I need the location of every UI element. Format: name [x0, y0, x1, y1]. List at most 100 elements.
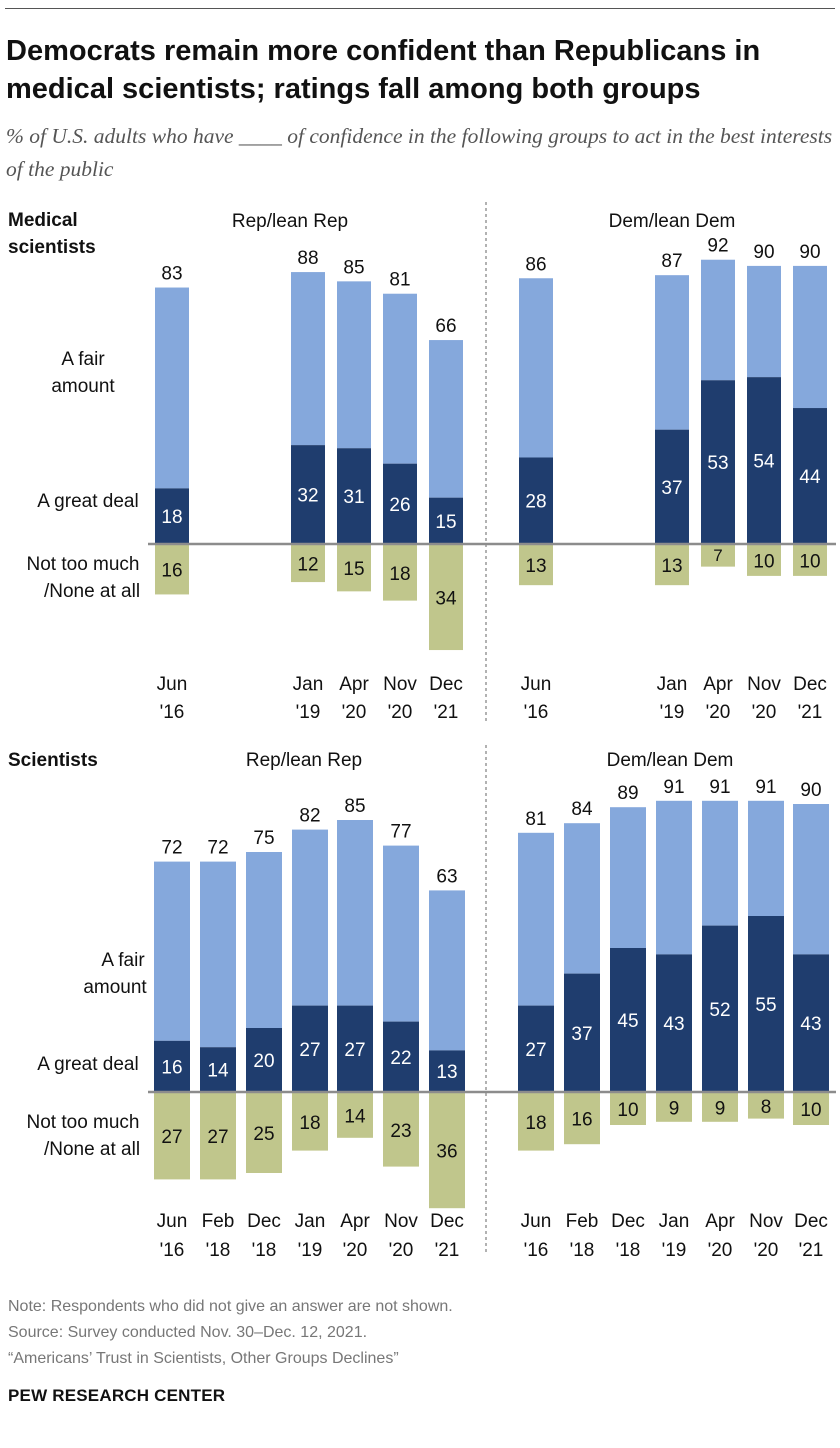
total-label: 72: [207, 838, 228, 859]
x-tick-label: '21: [799, 1240, 824, 1261]
total-label: 87: [661, 251, 682, 272]
great-deal-label: 26: [389, 495, 410, 516]
bar-great-deal: [291, 445, 325, 544]
bar-great-deal: [383, 1021, 419, 1092]
x-tick-label: '21: [798, 702, 823, 723]
not-too-much-label: 13: [525, 556, 546, 577]
x-tick-label: Feb: [566, 1211, 599, 1232]
bar-fair-amount: [337, 281, 371, 449]
not-too-much-label: 9: [715, 1098, 726, 1119]
bar-fair-amount: [701, 259, 735, 381]
chart-title: Democrats remain more confident than Rep…: [6, 35, 761, 105]
x-tick-label: Apr: [703, 674, 733, 695]
bar-great-deal: [383, 463, 417, 544]
bar-great-deal: [701, 380, 735, 544]
bar-not-too-much: [246, 1093, 282, 1173]
great-deal-label: 44: [799, 467, 821, 488]
total-label: 81: [525, 809, 546, 830]
bar-not-too-much: [200, 1093, 236, 1180]
not-too-much-label: 12: [297, 555, 318, 576]
x-tick-label: Jun: [157, 1211, 188, 1232]
not-too-much-label: 15: [343, 559, 364, 580]
category-label-not-too-much: /None at all: [44, 581, 140, 602]
x-tick-label: Jun: [157, 674, 188, 695]
bar-fair-amount: [564, 823, 600, 974]
bar-not-too-much: [748, 1093, 784, 1119]
category-label-fair-amount: A fair: [61, 349, 105, 370]
not-too-much-label: 14: [344, 1106, 366, 1127]
report-text: “Americans’ Trust in Scientists, Other G…: [8, 1350, 399, 1367]
x-tick-label: '19: [660, 702, 685, 723]
total-label: 75: [253, 828, 274, 849]
great-deal-label: 43: [800, 1014, 821, 1035]
bar-not-too-much: [564, 1093, 600, 1145]
not-too-much-label: 36: [436, 1142, 457, 1163]
category-label-not-too-much: /None at all: [44, 1139, 140, 1160]
bar-great-deal: [564, 973, 600, 1092]
total-label: 91: [709, 777, 730, 798]
x-tick-label: Feb: [202, 1211, 235, 1232]
bar-great-deal: [200, 1047, 236, 1092]
total-label: 72: [161, 838, 182, 859]
bar-great-deal: [610, 948, 646, 1092]
bar-great-deal: [337, 1005, 373, 1092]
category-label-fair-amount: A fair: [101, 950, 145, 971]
bar-fair-amount: [793, 804, 829, 955]
great-deal-label: 45: [617, 1011, 638, 1032]
x-tick-label: '18: [252, 1240, 277, 1261]
not-too-much-label: 13: [661, 556, 682, 577]
bar-great-deal: [154, 1040, 190, 1092]
not-too-much-label: 10: [753, 551, 774, 572]
great-deal-label: 27: [525, 1040, 546, 1061]
great-deal-label: 13: [436, 1062, 457, 1083]
great-deal-label: 18: [161, 507, 182, 528]
great-deal-label: 54: [753, 452, 775, 473]
category-label-fair-amount: amount: [83, 977, 147, 998]
x-tick-label: Dec: [430, 1211, 464, 1232]
bar-not-too-much: [383, 1093, 419, 1167]
bar-fair-amount: [610, 807, 646, 948]
bar-fair-amount: [337, 820, 373, 1006]
great-deal-label: 20: [253, 1051, 274, 1072]
category-label-great-deal: A great deal: [37, 1054, 138, 1075]
bar-fair-amount: [429, 890, 465, 1051]
bar-not-too-much: [519, 545, 553, 586]
total-label: 90: [799, 242, 820, 263]
x-tick-label: Jan: [657, 674, 688, 695]
bar-fair-amount: [702, 800, 738, 926]
x-tick-label: '16: [524, 702, 549, 723]
category-label-not-too-much: Not too much: [27, 554, 140, 575]
total-label: 85: [343, 257, 364, 278]
bar-great-deal: [747, 377, 781, 544]
x-tick-label: '18: [206, 1240, 231, 1261]
bar-not-too-much: [429, 545, 463, 651]
row-label: scientists: [8, 237, 96, 258]
not-too-much-label: 25: [253, 1124, 274, 1145]
bar-not-too-much: [747, 545, 781, 576]
great-deal-label: 32: [297, 486, 318, 507]
bar-fair-amount: [154, 861, 190, 1041]
panel-label: Rep/lean Rep: [246, 750, 362, 771]
x-tick-label: '20: [388, 702, 413, 723]
x-tick-label: '20: [343, 1240, 368, 1261]
great-deal-label: 15: [435, 512, 456, 533]
bar-great-deal: [793, 954, 829, 1092]
x-tick-label: Nov: [747, 674, 781, 695]
bar-great-deal: [155, 488, 189, 544]
bar-fair-amount: [518, 832, 554, 1006]
bar-fair-amount: [246, 852, 282, 1028]
x-tick-label: Dec: [794, 1211, 828, 1232]
great-deal-label: 22: [390, 1048, 411, 1069]
bar-fair-amount: [200, 861, 236, 1048]
bar-great-deal: [429, 497, 463, 544]
category-label-great-deal: A great deal: [37, 491, 138, 512]
category-label-not-too-much: Not too much: [27, 1112, 140, 1133]
x-tick-label: '20: [754, 1240, 779, 1261]
row-label: Medical: [8, 210, 78, 231]
x-tick-label: '16: [160, 1240, 185, 1261]
not-too-much-label: 23: [390, 1121, 411, 1142]
source-text: Source: Survey conducted Nov. 30–Dec. 12…: [8, 1324, 368, 1341]
bar-great-deal: [246, 1028, 282, 1092]
bar-great-deal: [656, 954, 692, 1092]
